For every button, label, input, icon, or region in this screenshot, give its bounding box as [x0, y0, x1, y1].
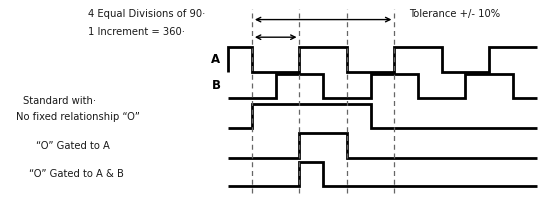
Text: Standard with·: Standard with· — [23, 96, 96, 106]
Text: “O” Gated to A & B: “O” Gated to A & B — [29, 169, 124, 179]
Text: A: A — [211, 53, 221, 66]
Text: “O” Gated to A: “O” Gated to A — [36, 140, 109, 151]
Text: No fixed relationship “O”: No fixed relationship “O” — [16, 112, 140, 122]
Text: 4 Equal Divisions of 90·: 4 Equal Divisions of 90· — [88, 9, 205, 19]
Text: Tolerance +/- 10%: Tolerance +/- 10% — [409, 9, 500, 19]
Text: B: B — [211, 79, 221, 92]
Text: 1 Increment = 360·: 1 Increment = 360· — [88, 27, 185, 37]
